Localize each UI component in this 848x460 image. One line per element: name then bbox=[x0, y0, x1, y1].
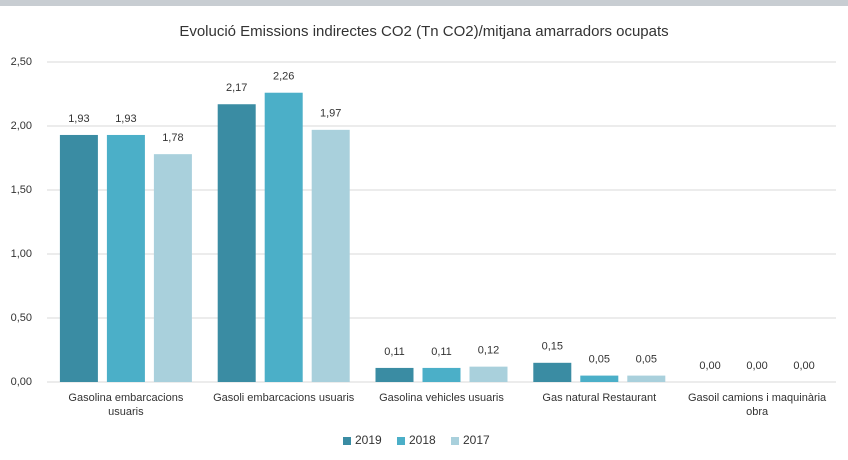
legend-swatch bbox=[451, 437, 459, 445]
value-label: 0,00 bbox=[699, 360, 720, 372]
bar bbox=[533, 362, 572, 382]
legend-label: 2019 bbox=[355, 433, 382, 447]
y-tick-label: 1,50 bbox=[11, 184, 32, 196]
x-tick-label: Gas natural Restaurant bbox=[542, 392, 657, 404]
y-tick-label: 2,50 bbox=[11, 56, 32, 68]
bar bbox=[469, 366, 508, 382]
legend-label: 2017 bbox=[463, 433, 490, 447]
y-tick-label: 0,00 bbox=[11, 376, 32, 388]
chart-title: Evolució Emissions indirectes CO2 (Tn CO… bbox=[179, 23, 668, 40]
bar bbox=[580, 375, 619, 382]
value-label: 0,05 bbox=[589, 354, 610, 366]
y-tick-label: 0,50 bbox=[11, 312, 32, 324]
value-label: 0,11 bbox=[431, 346, 452, 358]
bar bbox=[311, 129, 350, 382]
value-label: 0,15 bbox=[542, 341, 563, 353]
value-label: 0,05 bbox=[636, 354, 657, 366]
bar bbox=[264, 92, 303, 382]
x-tick-label: Gasoil camions i maquinària obra bbox=[688, 392, 827, 418]
value-label: 2,17 bbox=[226, 82, 247, 94]
value-label: 1,97 bbox=[320, 108, 341, 120]
value-label: 2,26 bbox=[273, 71, 294, 83]
value-label: 0,00 bbox=[793, 360, 814, 372]
bar bbox=[422, 367, 461, 382]
value-label: 0,00 bbox=[746, 360, 767, 372]
bar bbox=[627, 375, 666, 382]
x-tick-label: Gasolina vehicles usuaris bbox=[379, 392, 504, 404]
value-label: 0,11 bbox=[384, 346, 405, 358]
x-tick-label: Gasoli embarcacions usuaris bbox=[213, 392, 355, 404]
value-label: 1,93 bbox=[68, 113, 89, 125]
legend-swatch bbox=[397, 437, 405, 445]
bar bbox=[59, 134, 98, 382]
bar bbox=[217, 104, 256, 383]
top-strip bbox=[0, 0, 848, 6]
value-label: 1,93 bbox=[115, 113, 136, 125]
bar bbox=[375, 367, 414, 382]
bar bbox=[153, 154, 192, 382]
legend-swatch bbox=[343, 437, 351, 445]
value-label: 0,12 bbox=[478, 345, 499, 357]
bar bbox=[106, 134, 145, 382]
legend-label: 2018 bbox=[409, 433, 436, 447]
y-tick-label: 2,00 bbox=[11, 120, 32, 132]
x-tick-label: Gasolina embarcacions usuaris bbox=[68, 392, 184, 418]
value-label: 1,78 bbox=[162, 132, 183, 144]
y-tick-label: 1,00 bbox=[11, 248, 32, 260]
